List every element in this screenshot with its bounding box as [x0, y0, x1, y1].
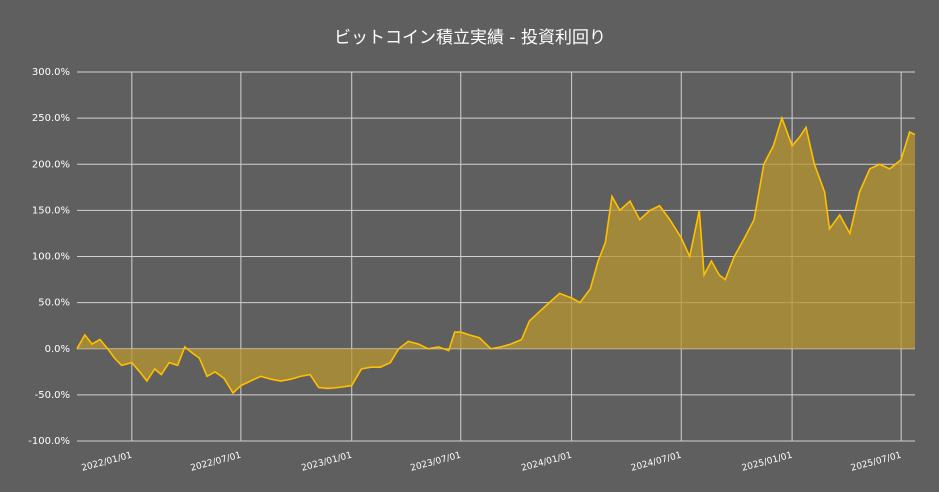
- y-tick-label: 300.0%: [32, 67, 70, 78]
- y-tick-label: 200.0%: [32, 159, 70, 170]
- line: [76, 115, 916, 395]
- y-tick-label: 50.0%: [38, 298, 70, 309]
- y-tick-label: -100.0%: [28, 436, 70, 447]
- y-tick-label: 250.0%: [32, 113, 70, 124]
- area: [77, 118, 915, 393]
- y-tick-label: 0.0%: [45, 344, 70, 355]
- y-tick-label: -50.0%: [35, 390, 70, 401]
- y-tick-label: 150.0%: [32, 205, 70, 216]
- chart-title: ビットコイン積立実績 - 投資利回り: [334, 28, 606, 48]
- y-tick-label: 100.0%: [32, 252, 70, 263]
